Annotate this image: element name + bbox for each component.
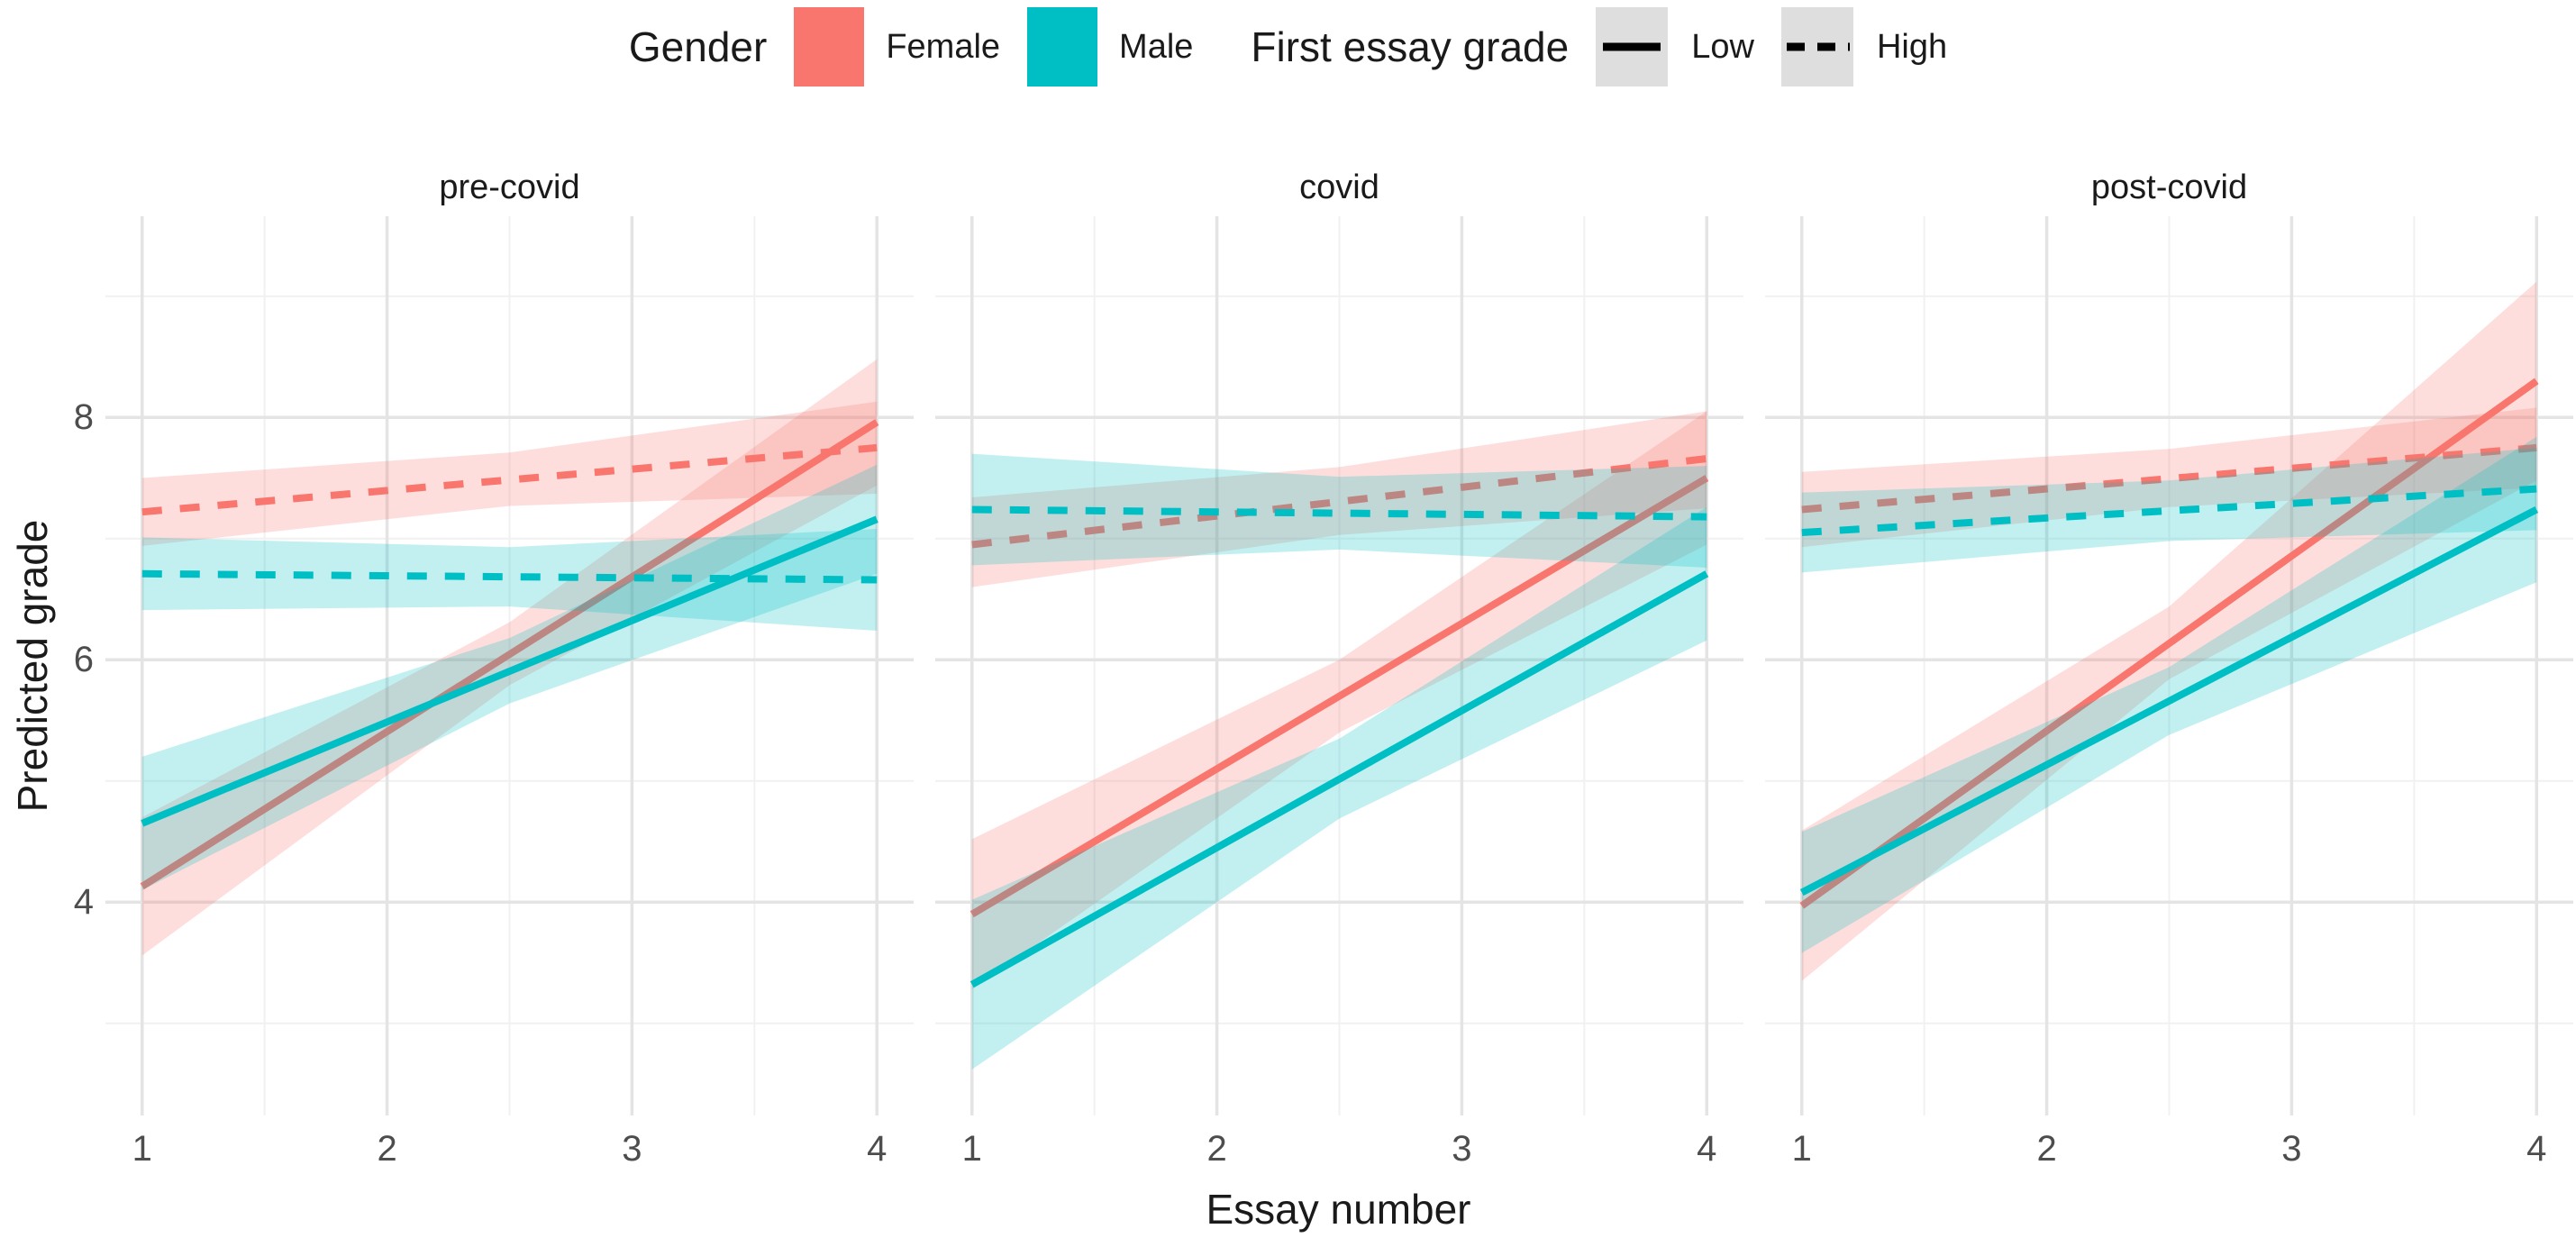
- x-tick-label-2: 2: [1206, 1129, 1227, 1169]
- legend-swatch-female: [794, 7, 865, 86]
- y-tick-label-8: 8: [73, 397, 94, 438]
- x-tick-label-2: 2: [377, 1129, 397, 1169]
- x-tick-label-3: 3: [2281, 1129, 2302, 1169]
- y-axis-tick-labels: 8 6 4: [31, 216, 94, 1115]
- legend-label-low: Low: [1691, 27, 1754, 66]
- facet-plot-covid: [935, 216, 1743, 1115]
- legend-key-solid-line-icon: [1596, 7, 1669, 86]
- panel-covid: [935, 216, 1743, 1115]
- x-tick-label-3: 3: [1452, 1129, 1472, 1169]
- legend: Gender Female Male First essay grade Low…: [0, 0, 2576, 94]
- x-tick-label-4: 4: [867, 1129, 887, 1169]
- legend-label-high: High: [1876, 27, 1948, 66]
- x-tick-label-1: 1: [1791, 1129, 1812, 1169]
- x-axis-tick-labels-pre-covid: 1 2 3 4: [105, 1126, 914, 1171]
- x-axis-title: Essay number: [1206, 1186, 1471, 1233]
- x-tick-label-1: 1: [132, 1129, 152, 1169]
- legend-title-gender: Gender: [628, 23, 768, 70]
- facet-label-covid: covid: [1299, 168, 1379, 206]
- panel-pre-covid: [105, 216, 914, 1115]
- legend-key-dashed-line-icon: [1780, 7, 1853, 86]
- legend-title-first-essay-grade: First essay grade: [1251, 23, 1570, 70]
- facet-plot-pre-covid: [105, 216, 914, 1115]
- x-tick-label-1: 1: [961, 1129, 982, 1169]
- x-tick-label-4: 4: [2526, 1129, 2547, 1169]
- panel-post-covid: [1765, 216, 2573, 1115]
- facet-label-post-covid: post-covid: [2090, 168, 2248, 206]
- legend-label-male: Male: [1119, 27, 1194, 66]
- facet-label-pre-covid: pre-covid: [439, 168, 580, 206]
- legend-swatch-male: [1027, 7, 1098, 86]
- facet-plot-post-covid: [1765, 216, 2573, 1115]
- x-tick-label-4: 4: [1697, 1129, 1717, 1169]
- x-axis-tick-labels-post-covid: 1 2 3 4: [1765, 1126, 2573, 1171]
- x-tick-label-2: 2: [2036, 1129, 2057, 1169]
- y-tick-label-6: 6: [73, 640, 94, 680]
- x-tick-label-3: 3: [622, 1129, 642, 1169]
- x-axis-tick-labels-covid: 1 2 3 4: [935, 1126, 1743, 1171]
- y-tick-label-4: 4: [73, 882, 94, 923]
- legend-label-female: Female: [886, 27, 1001, 66]
